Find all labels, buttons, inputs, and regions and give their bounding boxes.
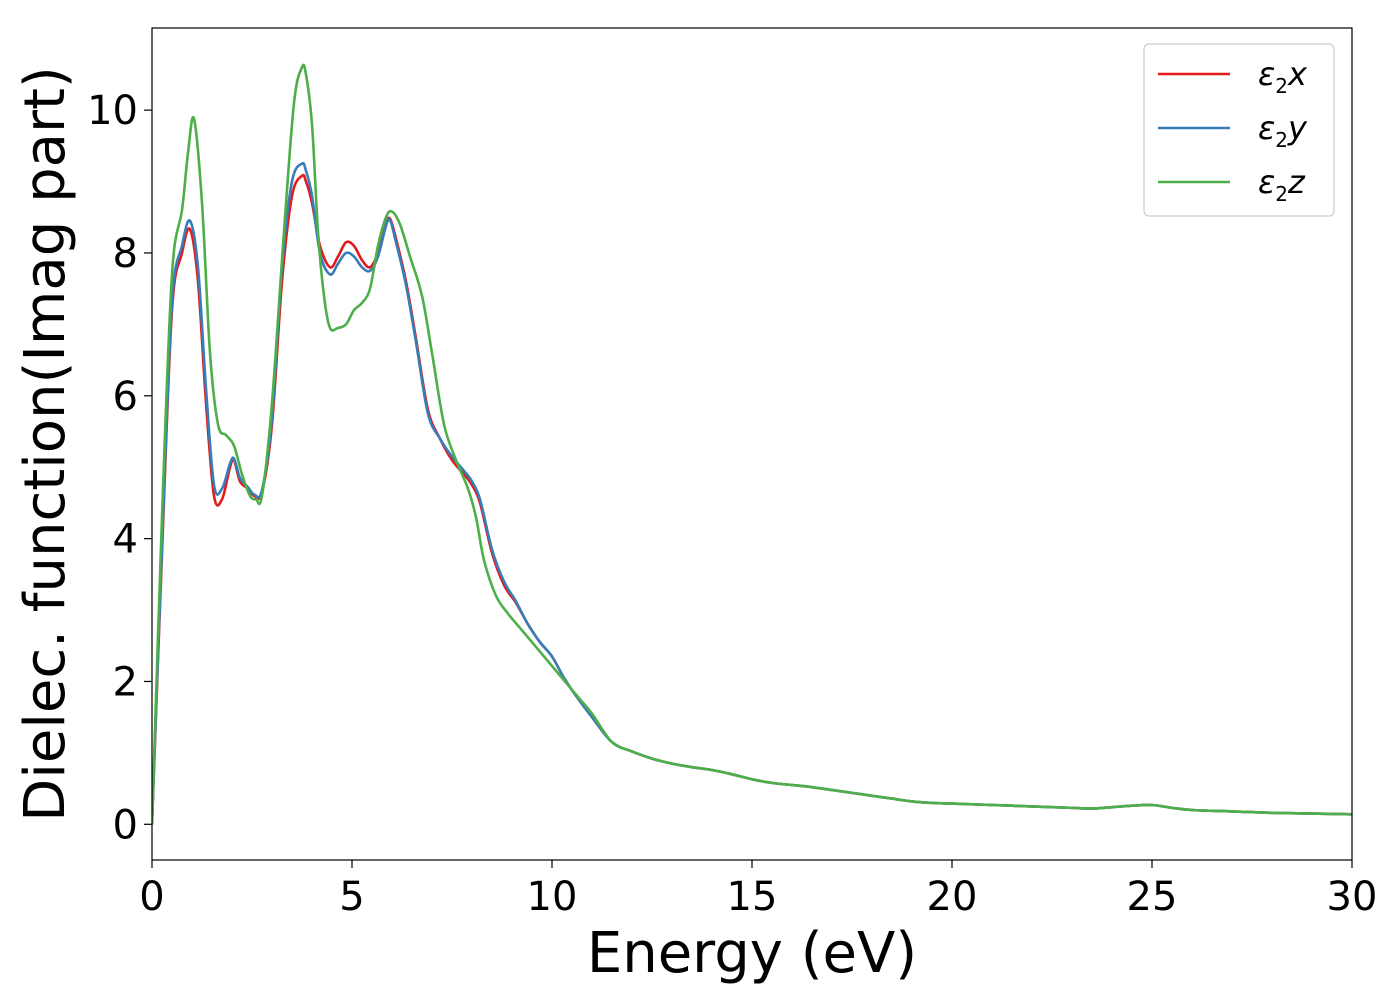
y-tick-label: 0 [113, 802, 138, 848]
y-tick-label: 6 [113, 374, 138, 420]
legend-label-z: ε2z [1258, 163, 1306, 206]
series-line-y [152, 161, 1352, 825]
x-tick-label: 25 [1127, 874, 1178, 920]
legend-label-y: ε2y [1258, 109, 1308, 152]
x-tick-label: 10 [527, 874, 578, 920]
legend-label-x: ε2x [1258, 55, 1308, 98]
x-tick-label: 0 [139, 874, 164, 920]
x-tick-label: 30 [1327, 874, 1378, 920]
y-tick-label: 2 [113, 659, 138, 705]
y-axis-label: Dielec. function(Imag part) [13, 66, 78, 822]
x-axis-label: Energy (eV) [587, 921, 917, 986]
y-axis-ticks: 0 2 4 6 8 10 [87, 88, 152, 848]
x-tick-label: 20 [927, 874, 978, 920]
y-tick-label: 10 [87, 88, 138, 134]
legend-box [1143, 43, 1335, 217]
legend: ε2x ε2y ε2z [1143, 43, 1335, 217]
y-tick-label: 4 [113, 517, 138, 563]
x-tick-label: 15 [727, 874, 778, 920]
y-tick-label: 8 [113, 231, 138, 277]
series-layer [152, 63, 1352, 825]
x-tick-label: 5 [339, 874, 364, 920]
series-line-z [152, 63, 1352, 825]
x-axis-ticks: 0 5 10 15 20 25 30 [139, 860, 1377, 920]
